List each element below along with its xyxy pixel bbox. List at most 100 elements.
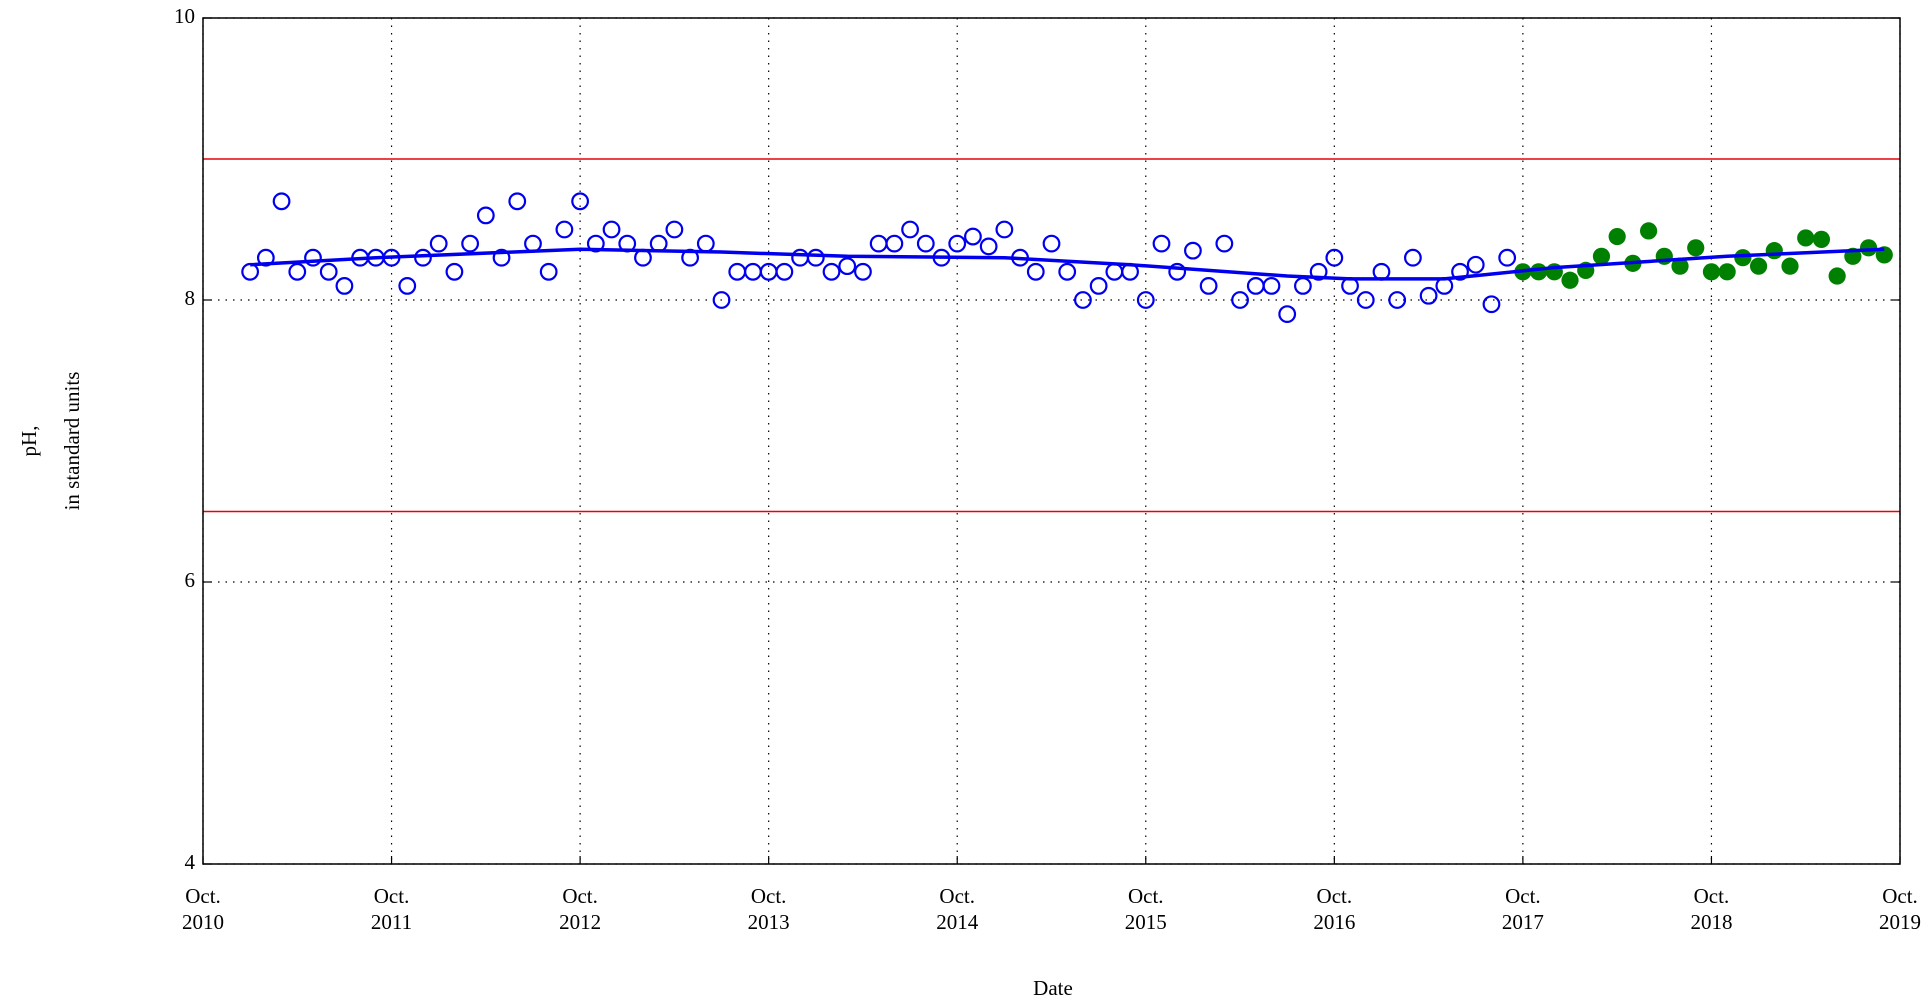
data-point <box>1074 291 1092 309</box>
x-tick-label: Oct. 2013 <box>747 884 790 934</box>
x-tick-label: Oct. 2018 <box>1690 884 1733 934</box>
data-point <box>288 262 307 281</box>
x-tick-label: Oct. 2017 <box>1501 884 1544 934</box>
data-point <box>319 262 338 281</box>
data-point <box>791 248 809 267</box>
data-point <box>1451 262 1469 281</box>
data-point <box>492 248 511 267</box>
data-point <box>1403 248 1422 267</box>
data-point <box>1215 234 1234 253</box>
data-point <box>744 262 762 281</box>
data-point <box>476 206 495 225</box>
data-point <box>1561 271 1579 289</box>
data-point <box>964 227 982 246</box>
data-point <box>1702 263 1721 281</box>
data-point <box>429 234 448 253</box>
data-point <box>1105 262 1124 281</box>
data-point <box>1797 229 1815 247</box>
data-point <box>1184 241 1202 260</box>
y-tick-label: 4 <box>185 850 196 874</box>
data-point <box>1309 262 1328 281</box>
data-point <box>665 220 684 239</box>
x-axis-label: Date <box>1033 976 1073 1000</box>
x-tick-label: Oct. 2015 <box>1124 884 1167 934</box>
y-tick-label: 8 <box>185 286 196 310</box>
data-point <box>539 262 558 281</box>
data-point <box>1498 248 1517 267</box>
data-point <box>1639 222 1658 240</box>
data-point <box>586 234 605 253</box>
y-axis-label: in standard units <box>60 372 84 511</box>
x-tick-label: Oct. 2012 <box>559 884 602 934</box>
x-tick-label: Oct. 2016 <box>1313 884 1356 934</box>
data-point <box>1026 262 1045 281</box>
data-point <box>571 192 590 211</box>
data-point <box>728 262 747 281</box>
data-point <box>1781 257 1799 275</box>
data-point <box>1325 248 1344 267</box>
data-point <box>885 234 904 253</box>
data-point <box>398 277 417 295</box>
data-point <box>1152 234 1171 253</box>
data-point <box>775 262 794 281</box>
data-point <box>445 262 464 281</box>
data-point <box>1592 247 1611 265</box>
data-point <box>1608 227 1626 246</box>
data-point <box>1718 263 1736 281</box>
data-point <box>508 192 527 211</box>
data-point <box>1278 305 1297 324</box>
data-point <box>948 234 967 253</box>
data-point <box>696 234 715 253</box>
data-point <box>241 262 260 281</box>
data-point <box>1231 291 1249 309</box>
data-point <box>1812 230 1831 248</box>
data-point <box>1042 234 1061 253</box>
x-tick-label: Oct. 2019 <box>1879 884 1921 934</box>
data-point <box>602 220 621 239</box>
data-point <box>1671 257 1689 275</box>
data-point <box>869 234 888 253</box>
data-point <box>1294 277 1312 295</box>
data-point <box>1530 263 1548 281</box>
data-point <box>1262 277 1281 295</box>
y-tick-label: 6 <box>185 568 196 592</box>
x-tick-label: Oct. 2014 <box>936 884 979 934</box>
data-point <box>1356 291 1375 309</box>
data-point <box>806 248 825 267</box>
data-point <box>335 277 354 295</box>
data-point <box>1687 239 1705 257</box>
data-point <box>1828 267 1846 285</box>
data-point <box>1466 255 1485 274</box>
plot-frame <box>202 17 1901 865</box>
data-point <box>916 234 935 253</box>
x-tick-label: Oct. 2011 <box>370 884 413 934</box>
data-point <box>838 257 857 276</box>
data-point <box>1419 286 1438 305</box>
data-point <box>1246 277 1265 295</box>
data-point <box>979 237 998 256</box>
data-point <box>1859 239 1878 257</box>
data-point <box>712 291 731 309</box>
data-point <box>461 234 480 253</box>
data-point <box>1749 257 1768 275</box>
data-point <box>854 262 872 281</box>
data-point <box>304 248 322 267</box>
y-axis-label: pH, <box>17 426 41 457</box>
data-point <box>1388 291 1407 309</box>
data-point <box>1765 242 1783 260</box>
data-point <box>822 262 841 281</box>
data-point <box>555 220 574 239</box>
data-point <box>272 192 291 211</box>
data-point <box>1199 277 1218 295</box>
y-tick-label: 10 <box>174 4 195 28</box>
data-point <box>995 220 1014 239</box>
data-point <box>1734 249 1752 267</box>
data-point <box>1482 295 1501 314</box>
data-point <box>524 234 542 253</box>
trend-line <box>250 247 1885 281</box>
data-point <box>1136 291 1155 309</box>
data-point <box>1089 277 1108 295</box>
data-point <box>1058 262 1077 281</box>
